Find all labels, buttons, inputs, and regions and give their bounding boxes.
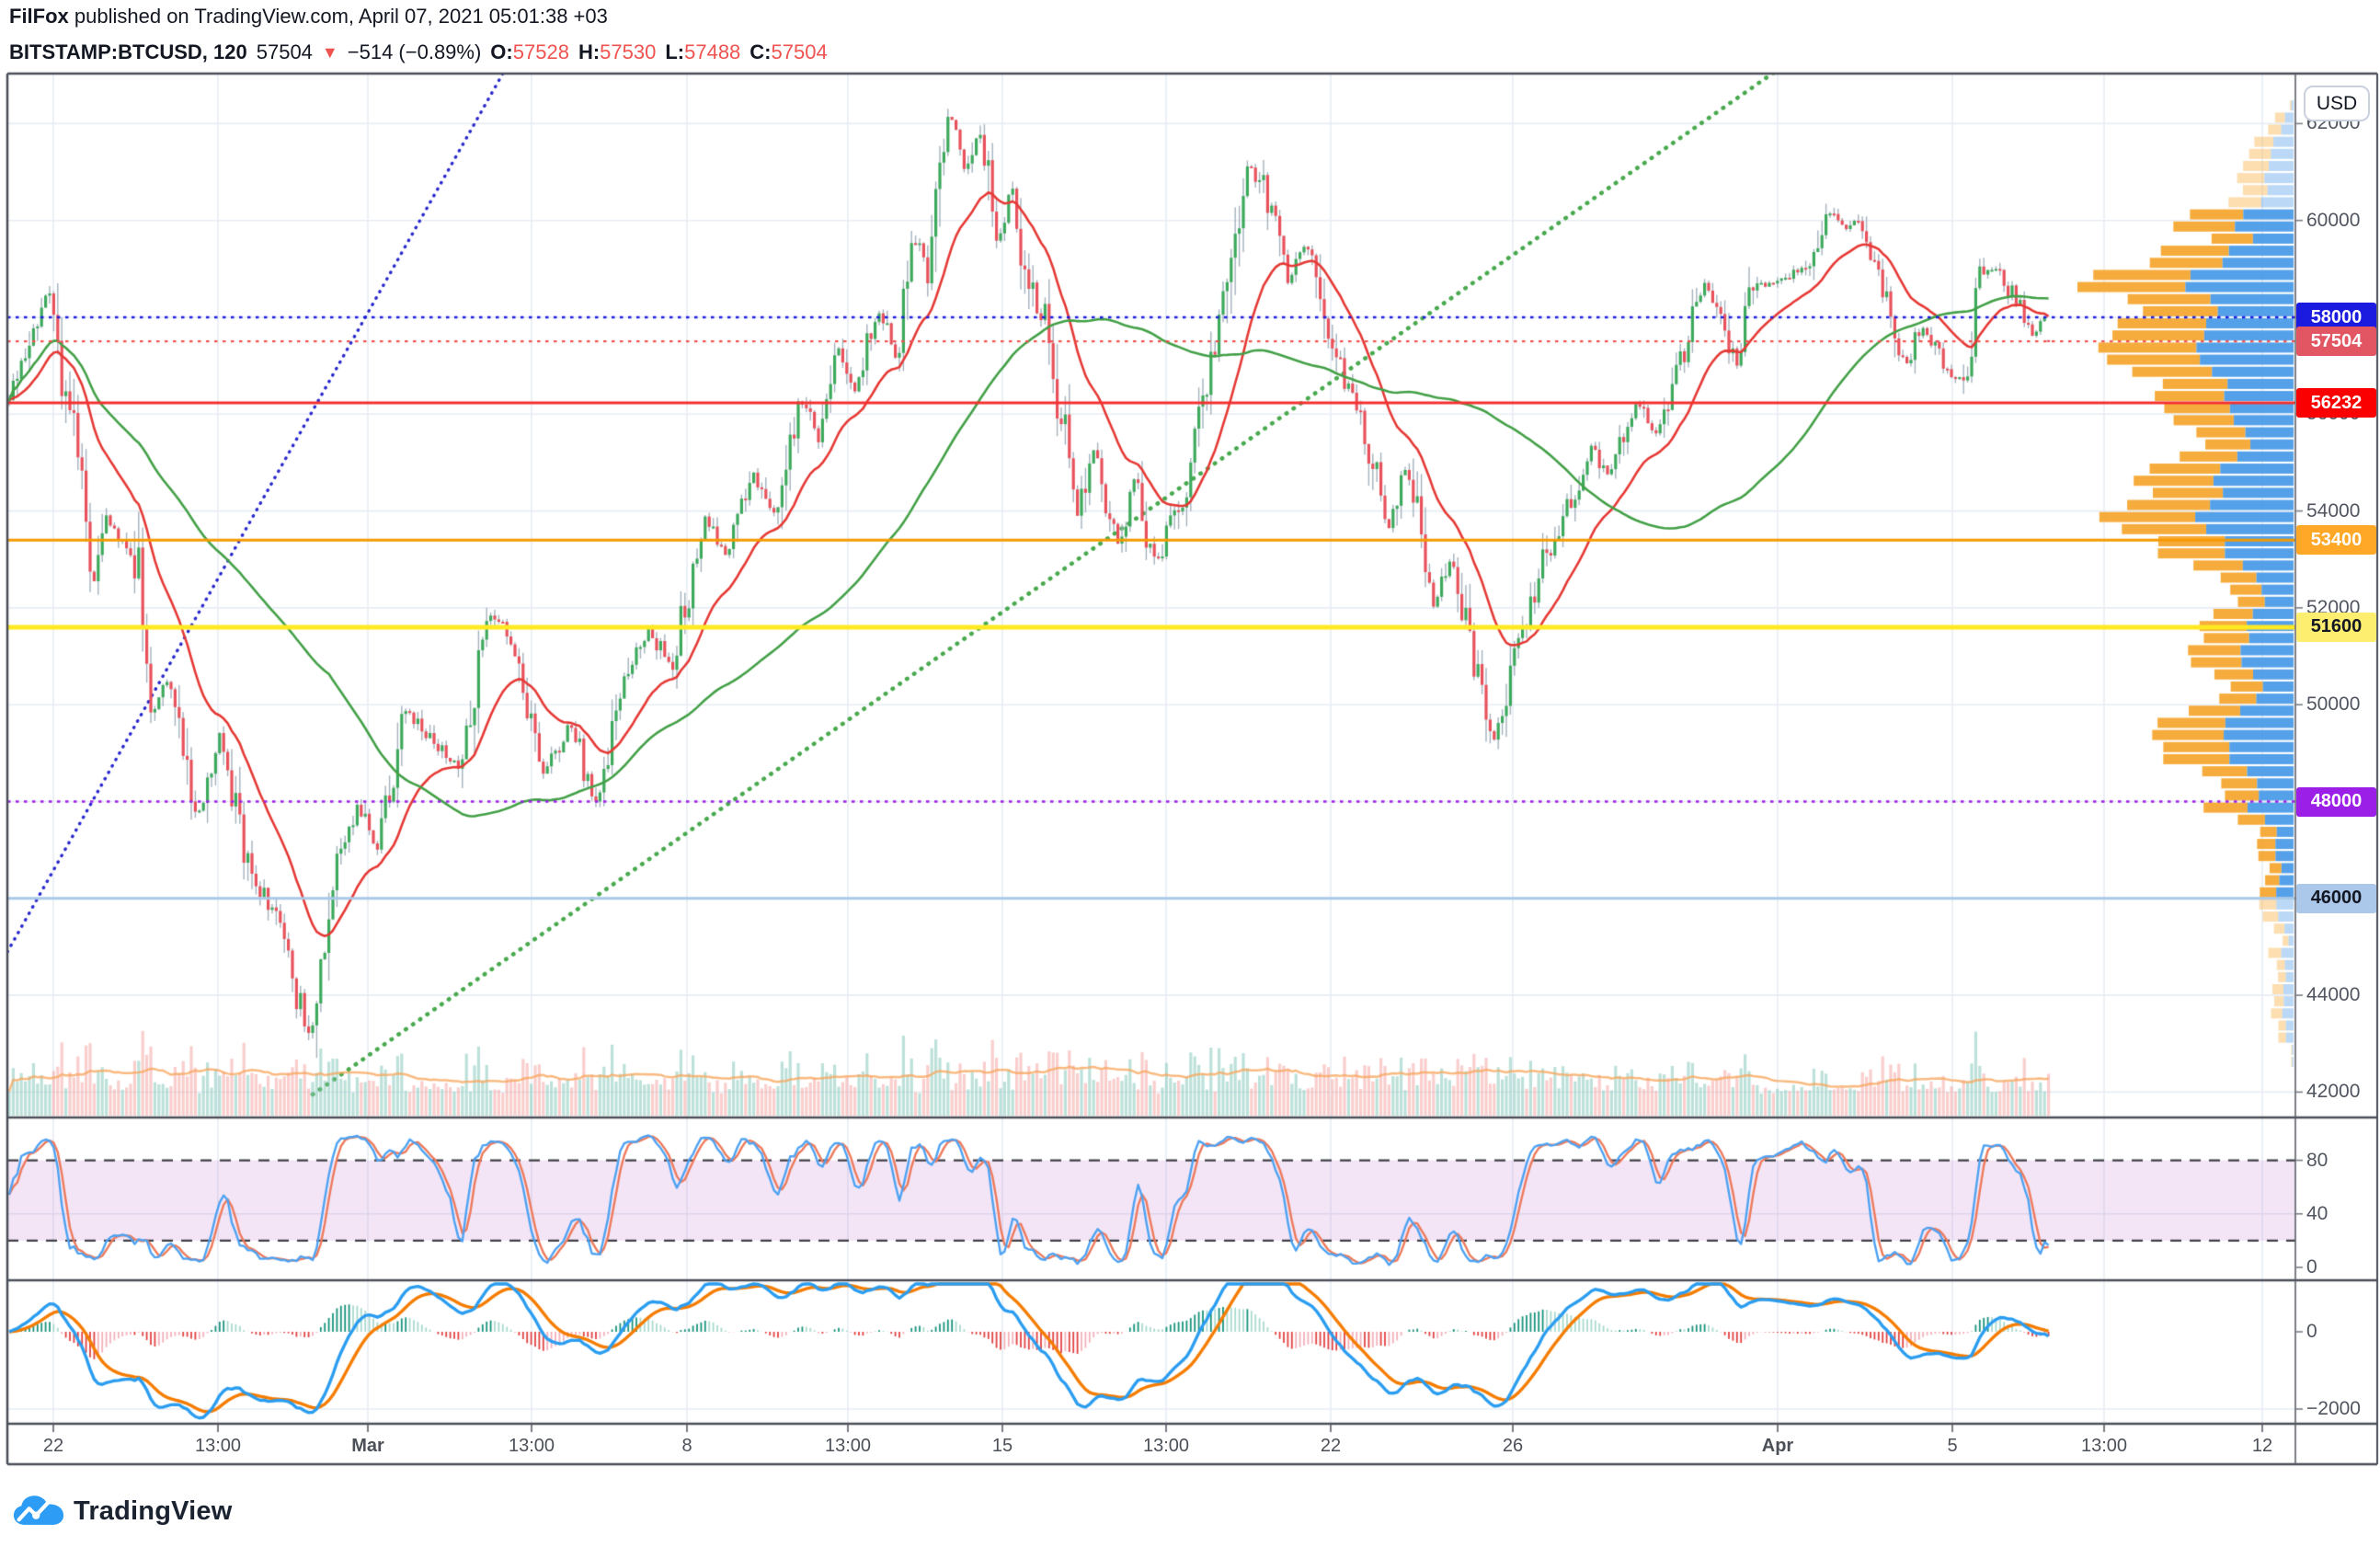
price-tick-label: 60000 — [2306, 209, 2361, 231]
high-value: H:57530 — [578, 40, 657, 63]
symbol-line: BITSTAMP:BTCUSD, 120 57504 ▼ −514 (−0.89… — [9, 40, 828, 64]
time-label: Apr — [1761, 1436, 1794, 1456]
time-label: 26 — [1502, 1436, 1524, 1456]
time-label: 15 — [991, 1436, 1013, 1456]
time-label: 13:00 — [1142, 1436, 1190, 1456]
publish-text: published on TradingView.com, April 07, … — [68, 5, 608, 28]
price-badge: 56232 — [2296, 388, 2376, 418]
time-label: 5 — [1947, 1436, 1958, 1456]
price-badge: 48000 — [2296, 786, 2376, 817]
down-arrow-icon: ▼ — [321, 43, 338, 62]
price-tick-label: 54000 — [2306, 499, 2361, 521]
price-badge: 57504 — [2296, 327, 2376, 357]
time-label: 22 — [42, 1436, 64, 1456]
price-badge: 51600 — [2296, 612, 2376, 642]
currency-toggle-button[interactable]: USD — [2304, 86, 2370, 121]
time-label: 22 — [1320, 1436, 1342, 1456]
stoch-tick-label: 80 — [2306, 1149, 2329, 1171]
close-value: C:57504 — [749, 40, 828, 63]
price-tick-label: 50000 — [2306, 693, 2361, 716]
time-label: 13:00 — [508, 1436, 555, 1456]
symbol-name: BITSTAMP:BTCUSD, 120 — [9, 40, 247, 63]
logo-text: TradingView — [74, 1495, 233, 1526]
publisher-name: FilFox — [9, 5, 69, 28]
stoch-tick-label: 40 — [2306, 1202, 2329, 1224]
time-label: 8 — [681, 1436, 692, 1456]
price-tick-label: 42000 — [2306, 1081, 2361, 1103]
time-label: 13:00 — [824, 1436, 872, 1456]
time-label: 13:00 — [2080, 1436, 2128, 1456]
last-price: 57504 — [256, 40, 313, 63]
low-value: L:57488 — [665, 40, 741, 63]
stoch-tick-label: 0 — [2306, 1256, 2317, 1278]
tradingview-logo[interactable]: TradingView — [13, 1494, 233, 1529]
open-value: O:57528 — [490, 40, 569, 63]
publish-line: FilFox published on TradingView.com, Apr… — [9, 5, 608, 29]
change-value: −514 (−0.89%) — [347, 40, 482, 63]
tradingview-cloud-icon — [13, 1495, 64, 1525]
macd-tick-label: −2000 — [2306, 1398, 2361, 1419]
time-label: Mar — [351, 1436, 384, 1456]
price-badge: 53400 — [2296, 525, 2376, 556]
time-label: 13:00 — [194, 1436, 242, 1456]
price-tick-label: 44000 — [2306, 984, 2361, 1006]
macd-tick-label: 0 — [2306, 1321, 2317, 1342]
time-label: 12 — [2251, 1436, 2273, 1456]
price-badge: 46000 — [2296, 883, 2376, 913]
